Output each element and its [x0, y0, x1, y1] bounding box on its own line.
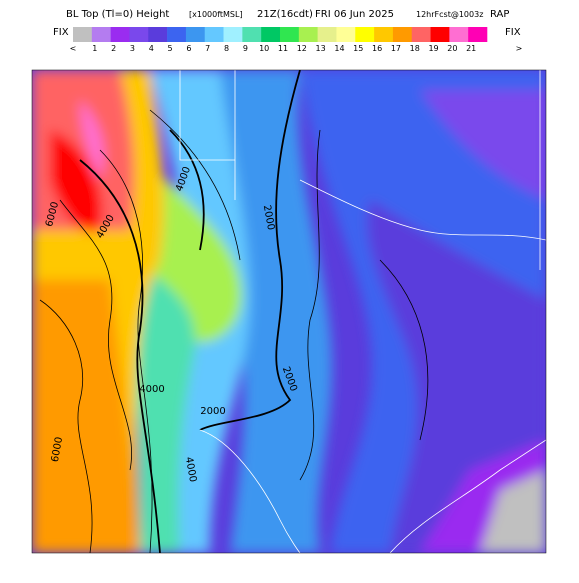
- colorbar-tick-label: 5: [168, 44, 173, 53]
- colorbar-swatch: [449, 27, 469, 42]
- colorbar-right-label: FIX: [505, 27, 521, 38]
- valid-time: 21Z(16cdt): [257, 9, 313, 20]
- colorbar-swatch: [204, 27, 224, 42]
- colorbar-swatch: [298, 27, 318, 42]
- colorbar-swatch: [355, 27, 375, 42]
- colorbar-tick-label: 7: [205, 44, 210, 53]
- colorbar-tick-label: 13: [316, 44, 326, 53]
- colorbar-tick-label: 3: [130, 44, 135, 53]
- colorbar-tick-label: 8: [224, 44, 229, 53]
- colorbar-tick-label: >: [516, 44, 523, 53]
- colorbar-swatch: [430, 27, 450, 42]
- model: RAP: [490, 9, 509, 20]
- colorbar-swatch: [223, 27, 243, 42]
- colorbar-tick-label: 6: [186, 44, 191, 53]
- colorbar-tick-label: 11: [278, 44, 288, 53]
- colorbar-tick-label: 18: [410, 44, 420, 53]
- colorbar-swatch: [468, 27, 488, 42]
- colorbar-swatch: [110, 27, 130, 42]
- colorbar-swatch: [392, 27, 413, 42]
- colorbar-swatch: [280, 27, 300, 42]
- contour-label: 6000: [50, 436, 65, 463]
- colorbar-tick-label: 16: [372, 44, 382, 53]
- colorbar: <1 2 3 4 5 6 7 8 9 10 11 12 13 14 15 16 17 18 19 20 21 >: [70, 27, 523, 53]
- header: BL Top (Tl=0) Height [x1000ftMSL] 21Z(16…: [66, 9, 509, 20]
- contour-label: 4000: [139, 384, 164, 395]
- colorbar-tick-label: 2: [111, 44, 116, 53]
- colorbar-swatch: [167, 27, 187, 42]
- title: BL Top (Tl=0) Height: [66, 9, 169, 20]
- colorbar-swatch: [185, 27, 206, 42]
- units: [x1000ftMSL]: [189, 10, 243, 19]
- colorbar-tick-label: 9: [243, 44, 248, 53]
- colorbar-tick-label: 12: [297, 44, 307, 53]
- colorbar-tick-label: 21: [466, 44, 476, 53]
- colorbar-tick-label: 20: [447, 44, 457, 53]
- colorbar-left-label: FIX: [53, 27, 69, 38]
- colorbar-tick-label: <: [70, 44, 77, 53]
- forecast: 12hrFcst@1003z: [416, 10, 483, 19]
- colorbar-swatch: [317, 27, 337, 42]
- colorbar-swatch: [261, 27, 281, 42]
- colorbar-swatch: [411, 27, 431, 42]
- colorbar-swatch: [242, 27, 262, 42]
- contour-label: 4000: [183, 456, 198, 483]
- colorbar-tick-label: 4: [149, 44, 154, 53]
- colorbar-swatch: [91, 27, 111, 42]
- contour-label: 2000: [200, 406, 225, 417]
- colorbar-swatch: [336, 27, 356, 42]
- colorbar-tick-label: 15: [353, 44, 363, 53]
- colorbar-tick-label: 10: [259, 44, 269, 53]
- colorbar-tick-label: 19: [428, 44, 438, 53]
- colorbar-tick-label: 14: [334, 44, 344, 53]
- colorbar-tick-label: 1: [92, 44, 97, 53]
- colorbar-swatch: [73, 27, 93, 42]
- colorbar-swatch: [129, 27, 149, 42]
- contour-label: 2000: [261, 204, 276, 231]
- colorbar-tick-label: 17: [391, 44, 401, 53]
- date: FRI 06 Jun 2025: [315, 9, 394, 20]
- colorbar-swatch: [374, 27, 394, 42]
- colorbar-swatch: [148, 27, 168, 42]
